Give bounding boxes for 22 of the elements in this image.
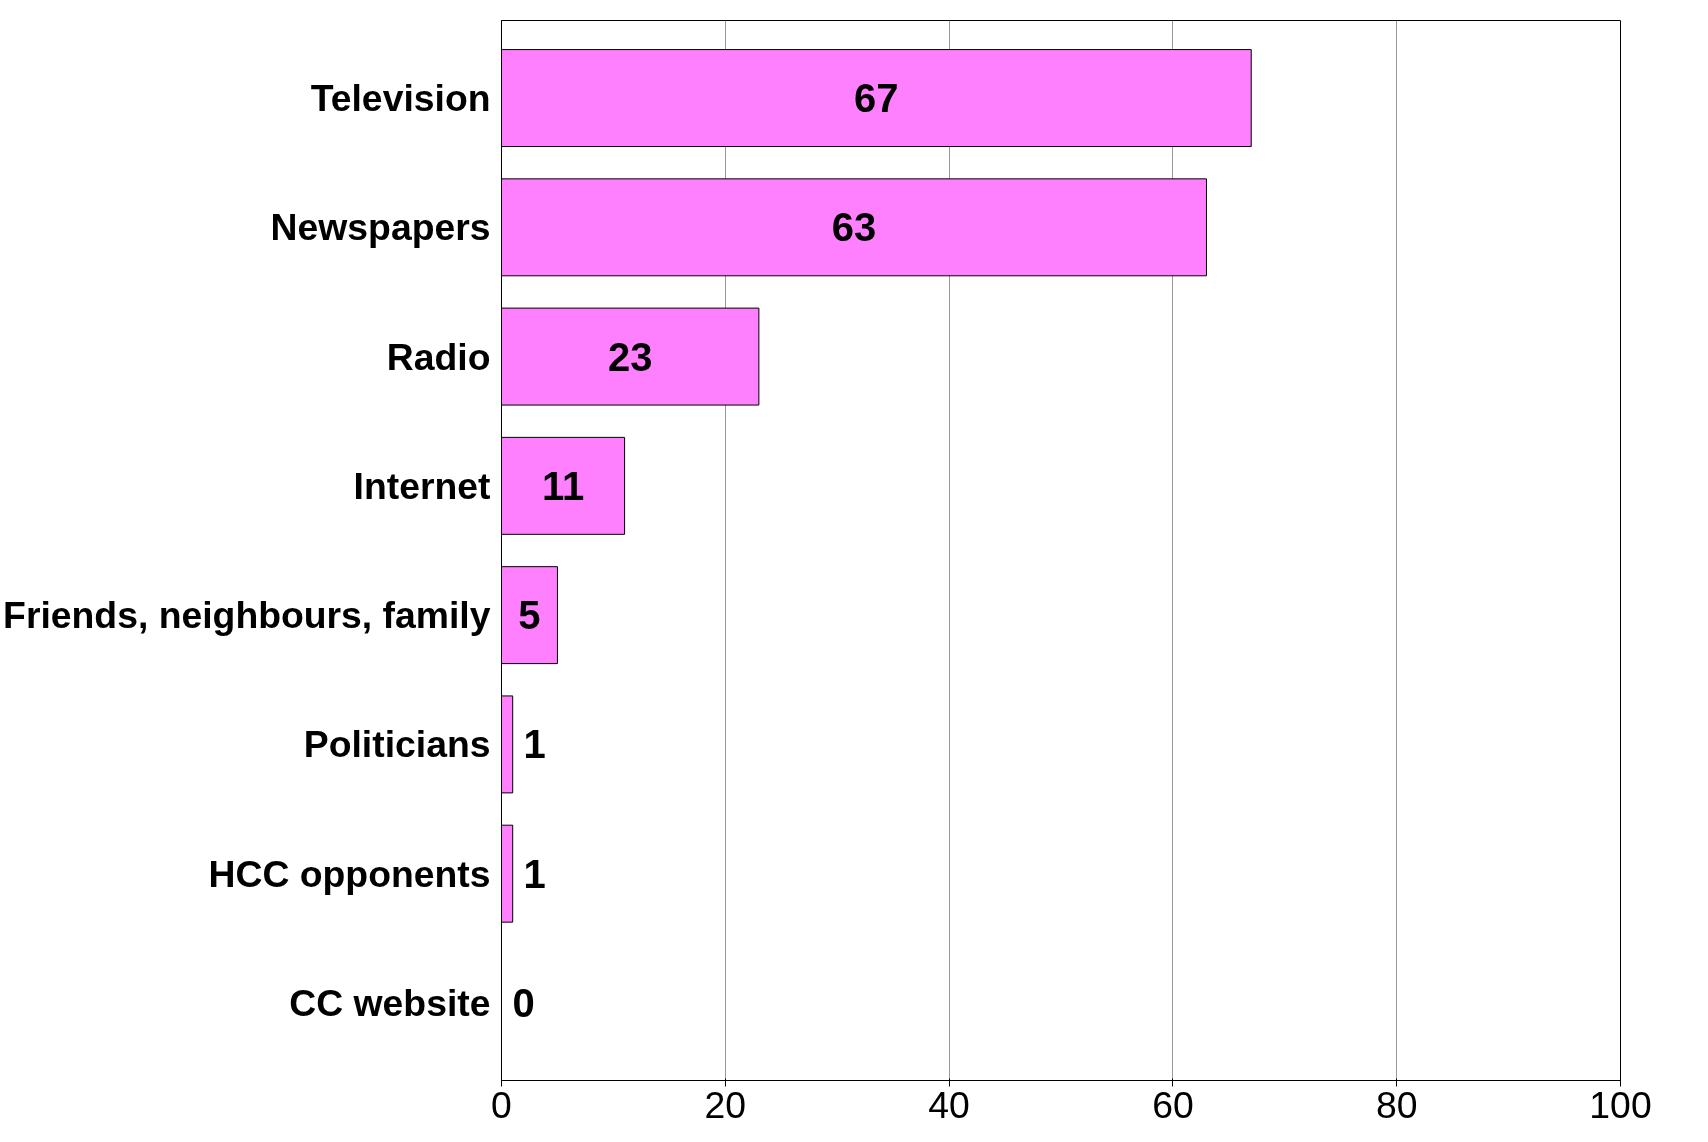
x-tick-label: 0 — [491, 1083, 512, 1126]
data-label: 23 — [607, 334, 653, 379]
y-tick-label: Television — [310, 77, 491, 120]
y-tick-label: Friends, neighbours, family — [3, 594, 491, 637]
y-tick-label: Newspapers — [270, 206, 491, 249]
data-label: 63 — [831, 205, 877, 250]
y-tick-label: CC website — [289, 981, 491, 1024]
data-label: 5 — [518, 593, 541, 638]
x-tick-label: 100 — [1589, 1083, 1652, 1126]
data-label: 0 — [512, 980, 535, 1025]
x-tick-label: 80 — [1375, 1083, 1418, 1126]
y-tick-label: Internet — [353, 464, 491, 507]
data-label: 1 — [523, 851, 546, 896]
data-label: 11 — [541, 463, 585, 508]
y-tick-label: Politicians — [303, 723, 491, 766]
x-tick-label: 40 — [928, 1083, 970, 1126]
x-tick-label: 20 — [704, 1083, 747, 1126]
data-label: 67 — [854, 76, 899, 121]
y-tick-label: Radio — [386, 335, 491, 378]
y-tick-label: HCC opponents — [208, 852, 491, 895]
x-tick-label: 60 — [1152, 1083, 1194, 1126]
data-label: 1 — [523, 722, 546, 767]
